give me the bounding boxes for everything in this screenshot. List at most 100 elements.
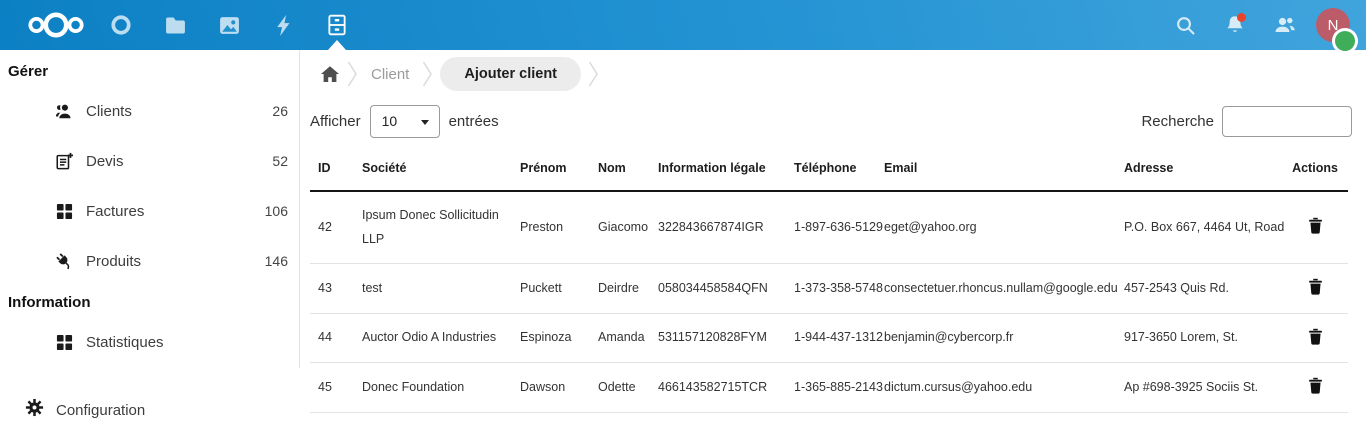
table-row: 44 Auctor Odio A Industries Espinoza Ama… <box>310 313 1348 364</box>
cell-lastname: Amanda <box>590 313 650 364</box>
cell-actions <box>1282 190 1348 265</box>
cell-id: 46 <box>310 412 354 433</box>
column-header-information-legale: Information légale <box>650 148 786 192</box>
cell-firstname: Puckett <box>512 263 590 314</box>
cell-lastname: Deirdre <box>590 263 650 314</box>
app-dashboard-button[interactable] <box>94 0 148 50</box>
app-invoices-button-active[interactable] <box>310 0 364 50</box>
breadcrumb-client-link[interactable]: Client <box>371 65 410 83</box>
breadcrumb-chevron-icon <box>422 60 433 88</box>
cabinet-app-icon <box>328 14 346 36</box>
nextcloud-logo[interactable] <box>18 8 94 42</box>
sidebar-item-clients[interactable]: Clients 26 <box>0 86 300 136</box>
cell-lastname: Giacomo <box>590 190 650 265</box>
cell-email: consectetuer.rhoncus.nullam@google.edu <box>876 263 1118 314</box>
search-icon <box>1176 16 1195 35</box>
breadcrumb-chevron-icon <box>347 60 358 88</box>
cell-actions <box>1282 362 1348 413</box>
sidebar-item-label: Factures <box>86 202 145 220</box>
column-header-email: Email <box>876 148 1116 192</box>
cell-email: dictum.cursus@yahoo.edu <box>876 362 1116 413</box>
delete-row-button[interactable] <box>1304 276 1327 300</box>
search-input[interactable] <box>1222 105 1352 137</box>
contacts-button[interactable] <box>1260 0 1310 50</box>
column-header-prenom: Prénom <box>512 148 590 192</box>
sidebar-section-gerer: Gérer <box>8 63 49 80</box>
nextcloud-logo-icon <box>28 12 84 38</box>
clients-table: ID Société Prénom Nom Information légale… <box>310 148 1348 433</box>
breadcrumb-current-ajouter-client[interactable]: Ajouter client <box>440 57 582 91</box>
cell-legal-info: 526822069123MHR <box>650 412 786 433</box>
document-plus-icon <box>55 152 73 170</box>
cell-id: 43 <box>310 263 354 314</box>
cell-actions <box>1282 313 1348 364</box>
sidebar-item-label: Statistiques <box>86 333 164 351</box>
files-folder-icon <box>165 17 185 33</box>
cell-id: 44 <box>310 313 354 364</box>
sidebar-item-produits[interactable]: Produits 146 <box>0 236 300 286</box>
photos-icon <box>219 16 239 34</box>
cell-firstname: Dawson <box>512 362 590 413</box>
sidebar-item-label: Clients <box>86 102 132 120</box>
app-activity-button[interactable] <box>256 0 310 50</box>
main-content: Client Ajouter client Afficher 10 entrée… <box>300 50 1366 433</box>
cell-email: benjamin@cybercorp.fr <box>876 313 1116 364</box>
sidebar-item-statistiques[interactable]: Statistiques <box>0 317 300 367</box>
cell-firstname: Butler <box>512 412 590 433</box>
app-files-button[interactable] <box>148 0 202 50</box>
column-header-societe: Société <box>354 148 512 192</box>
column-header-telephone: Téléphone <box>786 148 876 192</box>
table-header: ID Société Prénom Nom Information légale… <box>310 148 1348 192</box>
dashboard-circle-icon <box>111 15 131 35</box>
cell-phone: 1-365-885-2143 <box>786 362 883 413</box>
app-photos-button[interactable] <box>202 0 256 50</box>
activity-lightning-icon <box>276 14 289 36</box>
cell-phone: (424) 534-2571 <box>786 412 876 433</box>
cell-phone: 1-944-437-1312 <box>786 313 883 364</box>
sidebar-item-label: Devis <box>86 152 124 170</box>
column-header-nom: Nom <box>590 148 650 192</box>
sidebar-item-label: Produits <box>86 252 142 270</box>
sidebar-item-count: 146 <box>264 253 288 269</box>
table-row: 45 Donec Foundation Dawson Odette 466143… <box>310 362 1348 413</box>
cell-legal-info: 058034458584QFN <box>650 263 786 314</box>
sidebar-item-factures[interactable]: Factures 106 <box>0 186 300 236</box>
grid-icon <box>55 334 73 351</box>
status-online-icon <box>1332 28 1358 54</box>
breadcrumb-home-button[interactable] <box>320 65 340 83</box>
sidebar-item-configuration[interactable]: Configuration <box>0 387 300 433</box>
cell-address: Ap #820-507 Lorem Street <box>1116 412 1282 433</box>
column-header-actions: Actions <box>1282 148 1348 192</box>
cell-actions <box>1282 412 1348 433</box>
trash-icon <box>1308 378 1322 394</box>
column-header-adresse: Adresse <box>1116 148 1282 192</box>
trash-icon <box>1308 328 1322 345</box>
user-avatar[interactable]: N <box>1316 8 1358 54</box>
cell-email: eget@yahoo.org <box>876 190 1116 265</box>
delete-row-button[interactable] <box>1304 326 1327 350</box>
cell-lastname: Odette <box>590 362 650 413</box>
sidebar-item-devis[interactable]: Devis 52 <box>0 136 300 186</box>
notifications-button[interactable] <box>1210 0 1260 50</box>
cell-address: P.O. Box 667, 4464 Ut, Road <box>1116 190 1284 265</box>
cell-address: 457-2543 Quis Rd. <box>1116 263 1282 314</box>
search-area: Recherche <box>1141 105 1352 137</box>
trash-icon <box>1308 279 1322 295</box>
cell-address: Ap #698-3925 Sociis St. <box>1116 362 1282 413</box>
cell-legal-info: 531157120828FYM <box>650 313 786 364</box>
sidebar-divider <box>299 50 300 368</box>
sidebar-section-information: Information <box>8 294 91 311</box>
delete-row-button[interactable] <box>1304 375 1327 399</box>
delete-row-button[interactable] <box>1304 215 1327 239</box>
sidebar-item-label: Configuration <box>56 401 146 419</box>
cell-company: test <box>354 263 512 314</box>
search-button[interactable] <box>1160 0 1210 50</box>
sidebar: Gérer Clients 26 <box>0 50 300 433</box>
sidebar-item-count: 52 <box>272 153 288 169</box>
grid-icon <box>55 203 73 220</box>
breadcrumb-chevron-icon <box>588 60 599 88</box>
cell-id: 45 <box>310 362 354 413</box>
entries-label: entrées <box>448 112 499 130</box>
page-size-select[interactable]: 10 <box>369 104 440 138</box>
show-entries-label: Afficher <box>310 112 361 130</box>
